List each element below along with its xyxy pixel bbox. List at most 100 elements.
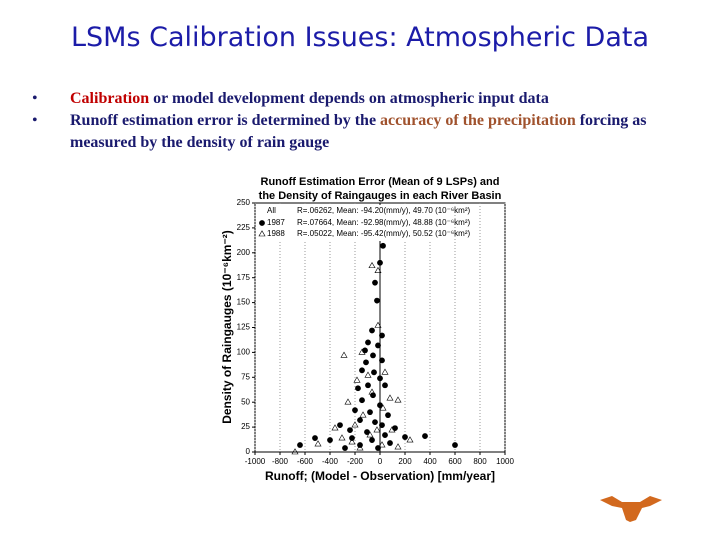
x-tick-label: 400 — [423, 457, 437, 466]
point — [291, 448, 299, 455]
point — [314, 440, 322, 447]
y-tick-label: 50 — [241, 397, 250, 406]
y-tick-label: 75 — [241, 372, 250, 381]
point — [365, 339, 371, 346]
point — [374, 266, 382, 274]
point — [353, 376, 361, 383]
point — [382, 432, 388, 438]
legend-label: 1988 — [267, 229, 285, 238]
point — [338, 434, 346, 441]
y-tick-label: 100 — [237, 348, 251, 357]
point — [352, 407, 358, 414]
y-tick-label: 175 — [237, 273, 251, 282]
point — [392, 425, 398, 431]
longhorn-logo — [600, 496, 662, 522]
point — [373, 426, 381, 433]
text: Runoff estimation error is determined by… — [70, 112, 381, 129]
legend-box — [257, 205, 437, 241]
point — [364, 371, 372, 378]
x-axis-label: Runoff; (Model - Observation) [mm/year] — [265, 469, 495, 483]
point — [422, 433, 428, 439]
point — [369, 437, 375, 443]
chart-title: the Density of Raingauges in each River … — [259, 190, 502, 202]
y-tick-label: 25 — [241, 422, 250, 431]
point — [370, 392, 376, 399]
point — [374, 321, 382, 328]
point — [331, 424, 339, 431]
point — [380, 242, 386, 249]
point — [357, 417, 363, 424]
text: or model development depends on atmosphe… — [149, 90, 549, 107]
x-tick-label: 0 — [378, 457, 383, 466]
point — [365, 382, 371, 389]
x-tick-label: -400 — [322, 457, 339, 466]
point — [340, 351, 348, 358]
point — [386, 394, 394, 401]
point — [344, 398, 352, 405]
point — [355, 385, 361, 392]
point — [368, 388, 376, 395]
point — [385, 412, 391, 419]
y-tick-label: 125 — [237, 323, 251, 332]
point — [374, 297, 380, 304]
legend-stats: R=.05022, Mean: -95.42(mm/y), 50.52 (10⁻… — [297, 229, 470, 238]
point — [348, 438, 356, 445]
point — [359, 367, 365, 374]
bullet: Runoff estimation error is determined by… — [32, 110, 710, 154]
x-tick-label: 600 — [448, 457, 462, 466]
bullet: Calibration or model development depends… — [32, 88, 710, 110]
point — [349, 435, 355, 441]
y-tick-label: 150 — [237, 298, 251, 307]
point — [356, 444, 364, 451]
point — [337, 422, 343, 429]
y-tick-label: 200 — [237, 248, 251, 257]
bullet-list: Calibration or model development depends… — [30, 88, 710, 154]
point — [381, 368, 389, 375]
y-axis-label: Density of Raingauges (10⁻⁶km⁻²) — [220, 230, 234, 424]
point — [327, 437, 333, 443]
point — [388, 426, 396, 433]
point — [359, 411, 367, 418]
highlight: accuracy of the precipitation — [380, 112, 576, 129]
legend-marker — [258, 230, 266, 237]
point — [366, 431, 374, 438]
point — [369, 327, 375, 334]
point — [347, 427, 353, 433]
point — [402, 434, 408, 440]
x-tick-label: -1000 — [245, 457, 266, 466]
point — [406, 436, 414, 443]
point — [342, 445, 348, 451]
legend-stats: R=.06262, Mean: -94.20(mm/y), 49.70 (10⁻… — [297, 206, 470, 215]
text: forcing as measured by the density of ra… — [70, 112, 647, 151]
point — [359, 397, 365, 404]
legend-label: 1987 — [267, 218, 285, 227]
slide-title: LSMs Calibration Issues: Atmospheric Dat… — [70, 22, 649, 53]
x-tick-label: 1000 — [496, 457, 514, 466]
point — [372, 279, 378, 286]
point — [367, 409, 373, 416]
point — [363, 359, 369, 366]
x-tick-label: 200 — [398, 457, 412, 466]
point — [379, 404, 387, 411]
point — [379, 357, 385, 364]
highlight: Calibration — [70, 90, 150, 107]
point — [297, 442, 303, 448]
point — [452, 442, 458, 448]
point — [371, 369, 377, 376]
y-tick-label: 250 — [237, 198, 251, 207]
point — [312, 435, 318, 441]
x-tick-label: -200 — [347, 457, 364, 466]
point — [377, 259, 383, 266]
x-tick-label: -600 — [297, 457, 314, 466]
legend-label: All — [267, 206, 276, 215]
point — [358, 348, 366, 355]
point — [368, 261, 376, 269]
point — [377, 375, 383, 382]
point — [394, 443, 402, 450]
point — [379, 422, 385, 429]
point — [351, 421, 359, 428]
point — [370, 352, 376, 359]
point — [378, 441, 386, 448]
